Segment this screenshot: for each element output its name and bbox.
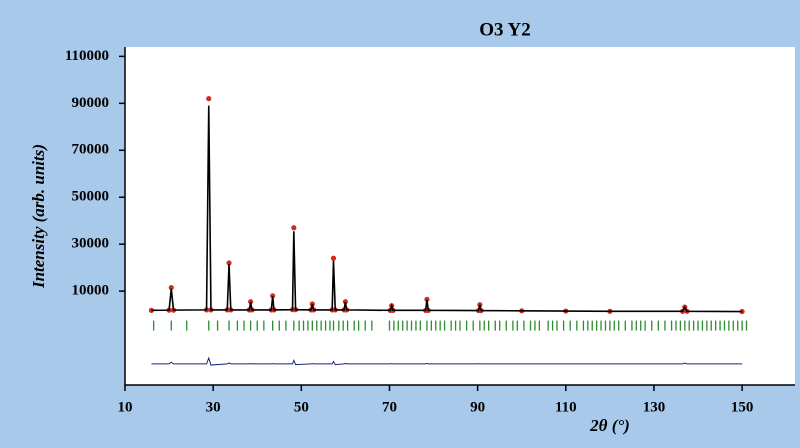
chart-title: O3 Y2 xyxy=(479,19,531,40)
x-tick-label: 130 xyxy=(643,399,666,415)
y-tick-label: 110000 xyxy=(65,48,109,64)
calculated-curve xyxy=(151,105,743,313)
x-tick-label: 30 xyxy=(206,399,221,415)
x-axis-label: 2θ (°) xyxy=(589,416,630,435)
observed-point xyxy=(270,293,276,299)
difference-curve xyxy=(151,356,743,366)
x-tick-label: 110 xyxy=(555,399,577,415)
observed-point xyxy=(739,308,745,315)
x-tick-label: 10 xyxy=(118,399,133,415)
observed-point xyxy=(330,255,337,261)
y-tick-label: 70000 xyxy=(72,142,110,158)
y-tick-label: 90000 xyxy=(72,95,110,111)
y-axis-label: Intensity (arb. units) xyxy=(29,144,48,289)
x-tick-label: 70 xyxy=(382,399,397,415)
observed-point xyxy=(248,299,254,305)
observed-point xyxy=(148,307,155,313)
plot-area xyxy=(125,47,795,385)
observed-point xyxy=(226,260,232,266)
observed-point xyxy=(309,301,315,307)
observed-point xyxy=(206,96,212,102)
observed-point xyxy=(342,299,348,305)
y-tick-label: 30000 xyxy=(72,236,110,252)
y-tick-label: 10000 xyxy=(72,283,110,299)
x-tick-label: 50 xyxy=(294,399,309,415)
observed-point xyxy=(291,225,297,231)
x-tick-label: 150 xyxy=(731,399,754,415)
observed-point xyxy=(424,296,430,302)
x-tick-label: 90 xyxy=(470,399,485,415)
observed-point xyxy=(168,284,174,291)
y-tick-label: 50000 xyxy=(72,189,110,205)
observed-point xyxy=(477,302,483,308)
